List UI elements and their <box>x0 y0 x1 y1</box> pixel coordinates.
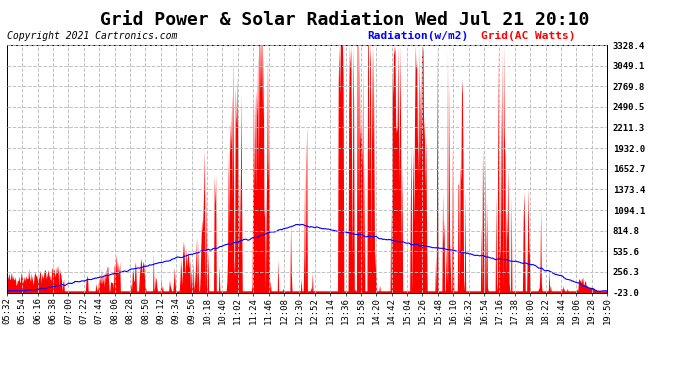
Text: Grid(AC Watts): Grid(AC Watts) <box>481 32 575 41</box>
Text: Radiation(w/m2): Radiation(w/m2) <box>367 32 469 41</box>
Text: Copyright 2021 Cartronics.com: Copyright 2021 Cartronics.com <box>7 32 177 41</box>
Text: Grid Power & Solar Radiation Wed Jul 21 20:10: Grid Power & Solar Radiation Wed Jul 21 … <box>100 11 590 29</box>
